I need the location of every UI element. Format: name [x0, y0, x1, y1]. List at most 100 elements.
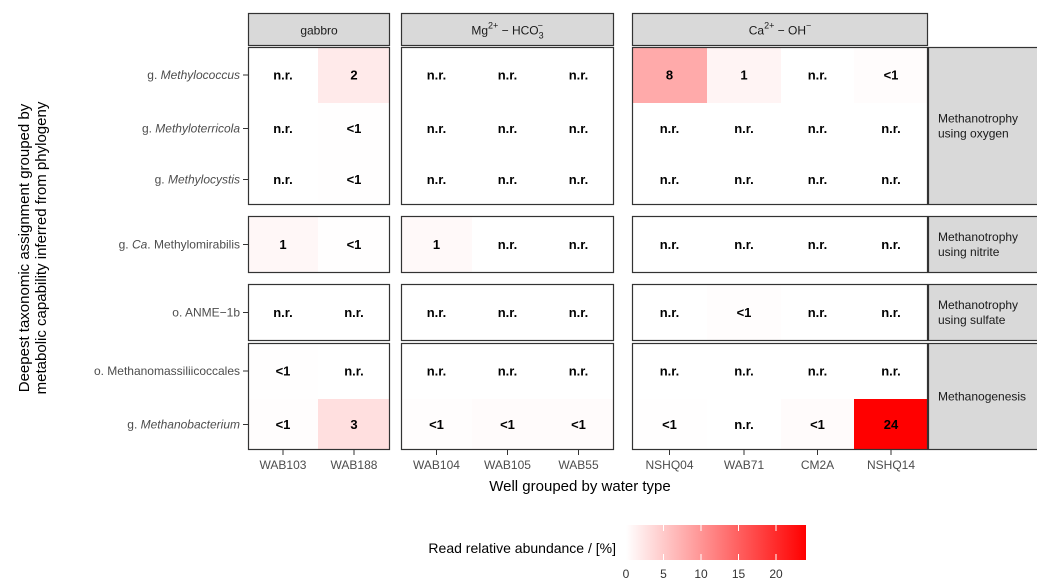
heatmap-cell	[707, 154, 781, 205]
heatmap-cell	[543, 103, 614, 154]
cell-value-label: n.r.	[660, 121, 680, 136]
heatmap-cell	[781, 103, 854, 154]
panel-frame	[631, 215, 929, 274]
heatmap-cell	[401, 47, 472, 103]
panel-borders	[247, 46, 929, 451]
row-group-label: using sulfate	[938, 313, 1006, 327]
cell-value-label: n.r.	[273, 121, 293, 136]
heatmap-cell	[632, 216, 707, 273]
column-group-label: Ca2+ − OH−	[749, 21, 812, 38]
cell-value-label: n.r.	[660, 237, 680, 252]
heatmap-cell	[318, 399, 390, 450]
legend-tick-label: 10	[694, 567, 708, 581]
heatmap-cell	[632, 154, 707, 205]
cell-value-label: n.r.	[498, 172, 518, 187]
heatmap-cell	[632, 343, 707, 399]
cell-value-label: 1	[279, 237, 286, 252]
column-group-label: gabbro	[300, 24, 338, 38]
cell-value-label: 2	[350, 68, 357, 83]
cell-value-label: n.r.	[881, 364, 901, 379]
cell-value-label: 8	[666, 68, 673, 83]
heatmap-cell	[854, 284, 928, 341]
heatmap-cell	[248, 154, 318, 205]
heatmap-cell	[854, 399, 928, 450]
panel-frame	[247, 342, 391, 451]
cell-value-label: n.r.	[273, 68, 293, 83]
heatmap-cell	[318, 47, 390, 103]
heatmap-cell	[248, 216, 318, 273]
cell-value-label: n.r.	[569, 68, 589, 83]
row-group-label: using nitrite	[938, 245, 1000, 259]
heatmap-cell	[248, 47, 318, 103]
cell-value-label: <1	[429, 417, 444, 432]
panel-frame	[631, 342, 929, 451]
heatmap-cell	[632, 284, 707, 341]
heatmap-cell	[472, 216, 543, 273]
column-group-strips: gabbro Mg2+ − HCO3− Ca2+ − OH−	[247, 12, 929, 47]
row-group-label: Methanogenesis	[938, 390, 1026, 404]
panel-frame	[400, 342, 615, 451]
column-label: WAB105	[484, 458, 531, 472]
cell-value-label: n.r.	[344, 305, 364, 320]
panel-frame	[631, 283, 929, 342]
row-label: g. Methylococcus	[147, 68, 240, 82]
column-label: WAB55	[558, 458, 599, 472]
cell-value-label: n.r.	[569, 305, 589, 320]
heatmap-cell	[781, 399, 854, 450]
cell-value-label: n.r.	[734, 417, 754, 432]
heatmap-cell	[472, 399, 543, 450]
cell-value-label: n.r.	[881, 237, 901, 252]
cell-value-label: n.r.	[498, 237, 518, 252]
heatmap-cell	[632, 47, 707, 103]
cell-value-label: n.r.	[660, 172, 680, 187]
heatmap-cell	[543, 47, 614, 103]
heatmap-cells: n.r. 2 n.r. n.r. n.r. 8 1 n.r. <1 n.r. <1 n.r. n.r. n…	[248, 47, 928, 450]
panel-frame	[247, 283, 391, 342]
heatmap-cell	[318, 343, 390, 399]
heatmap-cell	[401, 343, 472, 399]
cell-value-label: <1	[347, 237, 362, 252]
heatmap-cell	[248, 284, 318, 341]
row-group-label: Methanotrophy	[938, 230, 1018, 244]
legend-tick-label: 15	[732, 567, 746, 581]
cell-value-label: n.r.	[881, 121, 901, 136]
cell-value-label: <1	[810, 417, 825, 432]
column-label: CM2A	[801, 458, 834, 472]
row-group-strip	[927, 46, 1037, 206]
row-group-label: Methanotrophy	[938, 112, 1018, 126]
cell-value-label: 1	[740, 68, 747, 83]
heatmap-cell	[318, 284, 390, 341]
legend-color-bar	[626, 525, 806, 560]
cell-value-label: <1	[500, 417, 515, 432]
heatmap-cell	[632, 399, 707, 450]
heatmap-cell	[854, 47, 928, 103]
column-group-strip	[400, 12, 615, 47]
cell-value-label: n.r.	[808, 68, 828, 83]
row-label: g. Methyloterricola	[142, 122, 240, 136]
heatmap-cell	[707, 399, 781, 450]
panel-frame	[247, 215, 391, 274]
cell-value-label: 24	[884, 417, 899, 432]
heatmap-cell	[543, 154, 614, 205]
heatmap-cell	[543, 216, 614, 273]
cell-value-label: n.r.	[569, 121, 589, 136]
heatmap-cell	[854, 216, 928, 273]
heatmap-cell	[543, 284, 614, 341]
column-label: NSHQ04	[645, 458, 693, 472]
heatmap-cell	[401, 399, 472, 450]
column-label: WAB188	[331, 458, 378, 472]
row-label: g. Methanobacterium	[127, 418, 240, 432]
cell-value-label: n.r.	[808, 172, 828, 187]
panel-frame	[247, 46, 391, 206]
cell-value-label: <1	[276, 364, 291, 379]
heatmap-cell	[472, 103, 543, 154]
panel-frame	[400, 46, 615, 206]
heatmap-cell	[401, 216, 472, 273]
cell-value-label: n.r.	[498, 121, 518, 136]
cell-value-label: <1	[276, 417, 291, 432]
heatmap-cell	[401, 103, 472, 154]
heatmap-cell	[401, 284, 472, 341]
cell-value-label: n.r.	[498, 305, 518, 320]
cell-value-label: n.r.	[427, 121, 447, 136]
